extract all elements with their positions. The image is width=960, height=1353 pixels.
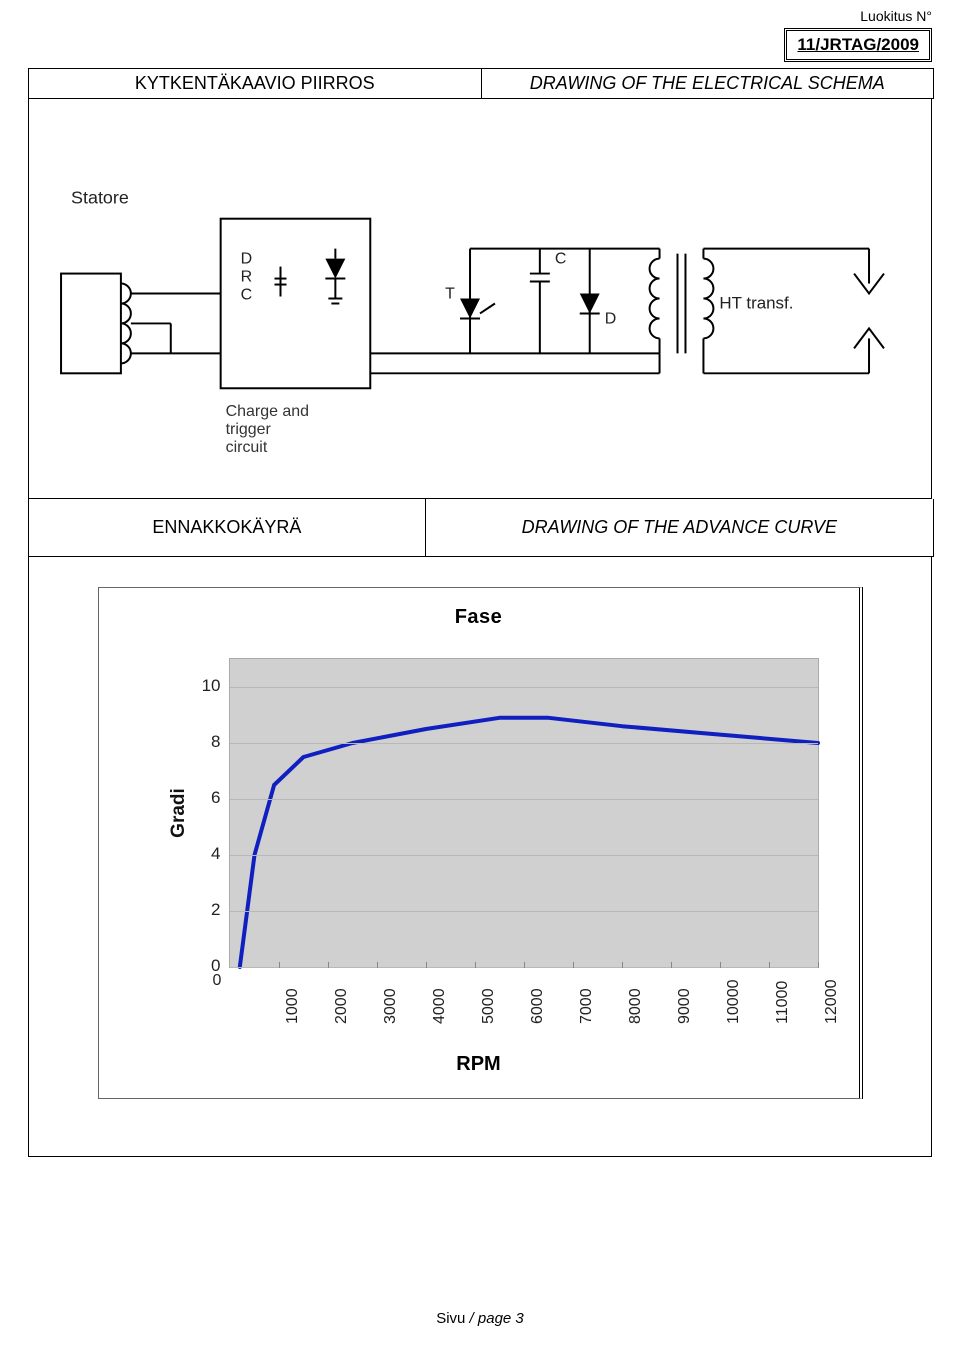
curve-header-right: DRAWING OF THE ADVANCE CURVE	[426, 499, 933, 556]
svg-text:C: C	[555, 251, 567, 268]
chart-xtick: 1000	[284, 988, 302, 1024]
chart-outer-box: Fase Gradi 02468100100020003000400050006…	[98, 587, 863, 1099]
classification-label: Luokitus N°	[28, 8, 932, 24]
svg-text:Charge and: Charge and	[226, 403, 309, 420]
chart-ylabel: Gradi	[167, 788, 189, 838]
svg-text:Statore: Statore	[71, 188, 129, 208]
chart-xtick: 6000	[529, 988, 547, 1024]
page: Luokitus N° 11/JRTAG/2009 KYTKENTÄKAAVIO…	[0, 0, 960, 1353]
page-footer: Sivu / page 3	[0, 1310, 960, 1327]
chart-ytick: 2	[191, 900, 221, 920]
svg-text:T: T	[445, 286, 455, 303]
chart-xtick: 4000	[431, 988, 449, 1024]
svg-text:C: C	[241, 286, 253, 303]
schema-header-row: KYTKENTÄKAAVIO PIIRROS DRAWING OF THE EL…	[28, 68, 934, 99]
chart-xtick: 11000	[774, 981, 792, 1024]
curve-header-left: ENNAKKOKÄYRÄ	[29, 499, 426, 556]
schema-panel: Statore D R C	[28, 99, 932, 499]
chart-xtick: 9000	[676, 988, 694, 1024]
chart-xtick: 5000	[480, 988, 498, 1024]
schema-header-right: DRAWING OF THE ELECTRICAL SCHEMA	[482, 69, 934, 98]
chart-ytick: 4	[191, 844, 221, 864]
footer-right: / page 3	[465, 1310, 523, 1327]
chart-body: Gradi 0246810010002000300040005000600070…	[159, 648, 829, 978]
chart-xtick: 2000	[333, 988, 351, 1024]
chart-xtick: 12000	[823, 980, 841, 1025]
svg-text:D: D	[241, 251, 253, 268]
svg-text:trigger: trigger	[226, 421, 272, 438]
chart-xtick: 8000	[627, 988, 645, 1024]
chart-ytick: 10	[191, 676, 221, 696]
chart-xtick: 10000	[725, 980, 743, 1025]
svg-text:R: R	[241, 269, 253, 286]
svg-text:HT transf.: HT transf.	[719, 293, 793, 312]
svg-text:circuit: circuit	[226, 439, 268, 456]
chart-xlabel: RPM	[99, 1053, 859, 1076]
svg-text:D: D	[605, 310, 617, 327]
curve-header-row: ENNAKKOKÄYRÄ DRAWING OF THE ADVANCE CURV…	[28, 499, 934, 557]
chart-xtick: 3000	[382, 988, 400, 1024]
reference-box: 11/JRTAG/2009	[784, 28, 932, 62]
footer-left: Sivu	[436, 1310, 465, 1327]
chart-plot-area	[229, 658, 819, 968]
chart-xtick: 7000	[578, 988, 596, 1024]
advance-curve-line	[230, 659, 818, 967]
schema-header-left: KYTKENTÄKAAVIO PIIRROS	[29, 69, 482, 98]
chart-title: Fase	[99, 588, 859, 629]
chart-xtick: 0	[213, 972, 222, 990]
chart-ytick: 8	[191, 732, 221, 752]
electrical-schema-diagram: Statore D R C	[29, 99, 931, 498]
chart-panel: Fase Gradi 02468100100020003000400050006…	[28, 557, 932, 1157]
chart-ytick: 6	[191, 788, 221, 808]
